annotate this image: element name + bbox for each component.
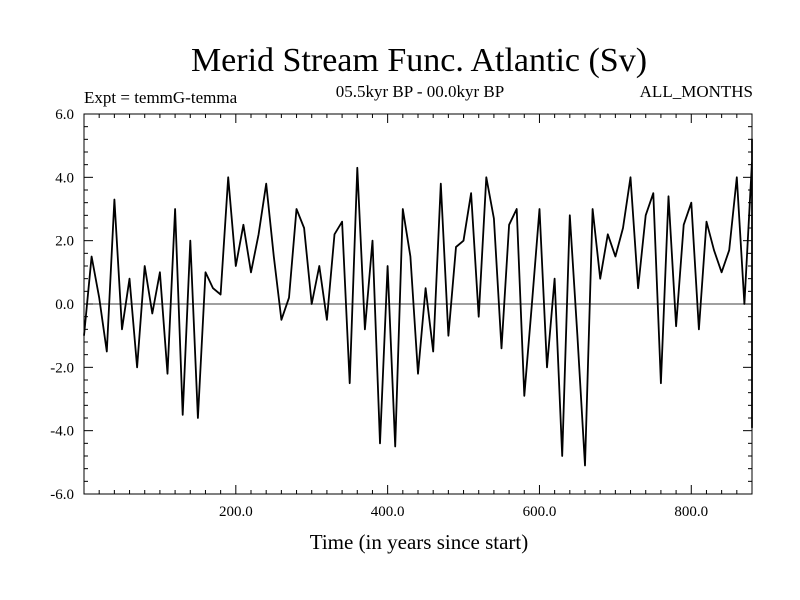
- y-tick-label: -2.0: [50, 360, 74, 376]
- y-tick-label: -4.0: [50, 424, 74, 440]
- months-label: ALL_MONTHS: [640, 82, 753, 101]
- experiment-label: Expt = temmG-temma: [84, 88, 238, 107]
- period-label: 05.5kyr BP - 00.0kyr BP: [336, 82, 504, 101]
- y-tick-label: 4.0: [55, 170, 74, 186]
- x-axis-label: Time (in years since start): [310, 530, 529, 554]
- x-tick-label: 200.0: [219, 504, 253, 520]
- series-line: [83, 138, 753, 467]
- y-tick-label: 0.0: [55, 297, 74, 313]
- y-tick-label: 2.0: [55, 234, 74, 250]
- x-tick-label: 800.0: [674, 504, 708, 520]
- x-tick-label: 600.0: [523, 504, 557, 520]
- chart-title: Merid Stream Func. Atlantic (Sv): [191, 42, 647, 79]
- y-axis: -6.0 -4.0 -2.0 0.0 2.0 4.0 6.0: [50, 107, 752, 503]
- x-tick-label: 400.0: [371, 504, 405, 520]
- x-axis: 200.0 400.0 600.0 800.0: [98, 114, 738, 520]
- y-tick-label: 6.0: [55, 107, 74, 123]
- y-tick-label: -6.0: [50, 487, 74, 503]
